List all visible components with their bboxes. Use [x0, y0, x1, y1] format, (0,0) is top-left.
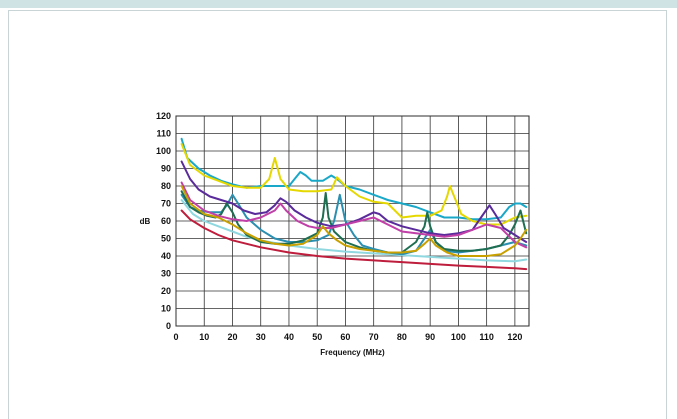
y-tick-label: 80	[161, 181, 171, 191]
x-tick-label: 90	[425, 332, 435, 342]
x-tick-label: 0	[173, 332, 178, 342]
y-tick-label: 120	[156, 111, 171, 121]
y-tick-label: 60	[161, 216, 171, 226]
y-tick-label: 100	[156, 146, 171, 156]
series-line-1	[180, 209, 528, 271]
y-tick-label: 50	[161, 234, 171, 244]
y-tick-label: 90	[161, 164, 171, 174]
series-line-9	[180, 185, 528, 257]
y-tick-label: 20	[161, 286, 171, 296]
x-tick-label: 100	[451, 332, 466, 342]
y-tick-label: 0	[166, 321, 171, 331]
series-layer	[180, 137, 528, 271]
x-tick-label: 120	[507, 332, 522, 342]
x-tick-label: 70	[369, 332, 379, 342]
grid	[175, 115, 529, 327]
x-tick-label: 110	[479, 332, 494, 342]
x-tick-label: 80	[397, 332, 407, 342]
y-axis-label: dB	[140, 217, 151, 226]
y-tick-label: 110	[156, 129, 171, 139]
top-band	[0, 0, 677, 8]
y-tick-labels: 0 10 20 30 40 50 60 70 80 90 100 110 120	[156, 111, 171, 331]
series-line-8	[180, 181, 528, 249]
x-tick-labels: 0 10 20 30 40 50 60 70 80 90 100 110 120	[173, 332, 522, 342]
series-line-5	[180, 193, 528, 256]
x-tick-label: 60	[340, 332, 350, 342]
y-tick-label: 70	[161, 199, 171, 209]
x-tick-label: 30	[256, 332, 266, 342]
y-tick-label: 10	[161, 304, 171, 314]
x-tick-label: 20	[227, 332, 237, 342]
x-tick-label: 10	[199, 332, 209, 342]
series-line-2	[180, 199, 528, 263]
y-tick-label: 40	[161, 251, 171, 261]
series-line-4	[180, 143, 528, 226]
series-line-6	[180, 190, 528, 254]
y-tick-label: 30	[161, 269, 171, 279]
x-axis-label: Frequency (MHz)	[320, 348, 385, 357]
x-tick-label: 50	[312, 332, 322, 342]
x-tick-label: 40	[284, 332, 294, 342]
